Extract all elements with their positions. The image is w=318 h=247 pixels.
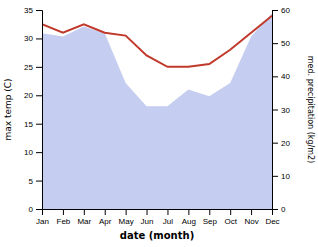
x-tick: Dec [265,209,279,226]
y-tick-label: 15 [24,120,33,129]
precip-area [42,13,272,209]
x-tick-label: Aug [182,217,196,226]
y2-tick-line [272,10,278,11]
y-tick-label: 25 [24,63,33,72]
x-tick-line [188,209,189,215]
y2-tick: 40 [272,72,290,81]
x-axis-title: date (month) [120,230,194,241]
y-tick-label: 20 [24,91,33,100]
x-tick: Sep [203,209,218,226]
y-tick-line [36,95,42,96]
y-tick-line [36,38,42,39]
y-axis: 0 5 10 15 20 25 30 35 [24,6,42,214]
y-axis-title: max temp (C) [3,78,13,140]
temp-line [42,16,272,67]
x-tick-line [209,209,210,215]
x-tick-label: Jan [36,217,49,226]
y-tick: 10 [24,148,42,157]
y2-tick-label: 20 [281,139,290,148]
x-tick: Mar [77,209,91,226]
x-tick: May [119,209,134,226]
y2-tick: 10 [272,172,290,181]
y-tick-line [36,124,42,125]
y2-tick-label: 30 [281,106,290,115]
plot: JanFebMarAprMayJunJulAugSepOctNovDec0510… [24,6,290,226]
y2-tick-label: 0 [281,205,286,214]
y-tick-line [36,10,42,11]
x-tick: Oct [224,209,237,226]
y2-tick-line [272,176,278,177]
x-tick-line [63,209,64,215]
x-tick: Apr [99,209,112,226]
x-tick-line [84,209,85,215]
x-tick-label: Feb [57,217,71,226]
y-tick-label: 5 [29,177,34,186]
x-tick-label: Mar [77,217,91,226]
y-tick-line [36,67,42,68]
x-tick: Feb [57,209,71,226]
x-tick-label: May [119,217,134,226]
y-tick: 35 [24,6,42,15]
y-tick-line [36,152,42,153]
y2-tick-label: 60 [281,6,290,15]
y-axis-line [36,11,43,210]
x-tick-line [251,209,252,215]
y2-tick: 0 [272,205,286,214]
x-tick-label: Nov [244,217,258,226]
x-tick-label: Sep [203,217,218,226]
y-tick-line [36,181,42,182]
y2-tick-line [272,143,278,144]
y-tick: 5 [29,177,42,186]
x-tick-line [105,209,106,215]
x-tick-label: Dec [265,217,279,226]
marks [42,13,272,209]
x-tick-label: Apr [99,217,112,226]
y2-tick: 30 [272,106,290,115]
chart: JanFebMarAprMayJunJulAugSepOctNovDec0510… [0,0,318,247]
y2-tick-line [272,43,278,44]
y2-tick-label: 10 [281,172,290,181]
y2-tick: 50 [272,39,290,48]
x-axis-line [43,210,273,216]
x-tick-label: Oct [224,217,237,226]
x-tick-line [147,209,148,215]
x-tick: Jun [141,209,154,226]
y2-axis-title: med. precipitation (kg/m2) [306,56,315,163]
y-tick-label: 10 [24,148,33,157]
x-axis: Jan Feb Mar Apr May Jun Jul Aug Sep Oct Nov Dec [36,209,280,226]
y-tick: 20 [24,91,42,100]
x-tick-label: Jun [141,217,154,226]
y2-tick-label: 40 [281,72,290,81]
x-tick-line [167,209,168,215]
y-tick-label: 30 [24,34,33,43]
y2-axis: 0 10 20 30 40 50 60 [272,6,290,214]
y-tick: 15 [24,120,42,129]
y2-tick-line [272,209,278,210]
x-tick-line [230,209,231,215]
y2-tick: 20 [272,139,290,148]
x-tick-line [126,209,127,215]
y-tick: 0 [29,205,42,214]
y2-tick-line [272,76,278,77]
x-tick: Jan [36,209,49,226]
x-tick: Nov [244,209,258,226]
y2-tick-line [272,110,278,111]
x-tick: Jul [163,209,173,226]
y-tick-label: 0 [29,205,34,214]
y-tick: 30 [24,34,42,43]
y-tick-label: 35 [24,6,33,15]
y2-tick: 60 [272,6,290,15]
y2-tick-label: 50 [281,39,290,48]
y-tick-line [36,209,42,210]
x-tick: Aug [182,209,196,226]
y-tick: 25 [24,63,42,72]
y2-axis-line [273,11,279,210]
x-tick-label: Jul [163,217,173,226]
